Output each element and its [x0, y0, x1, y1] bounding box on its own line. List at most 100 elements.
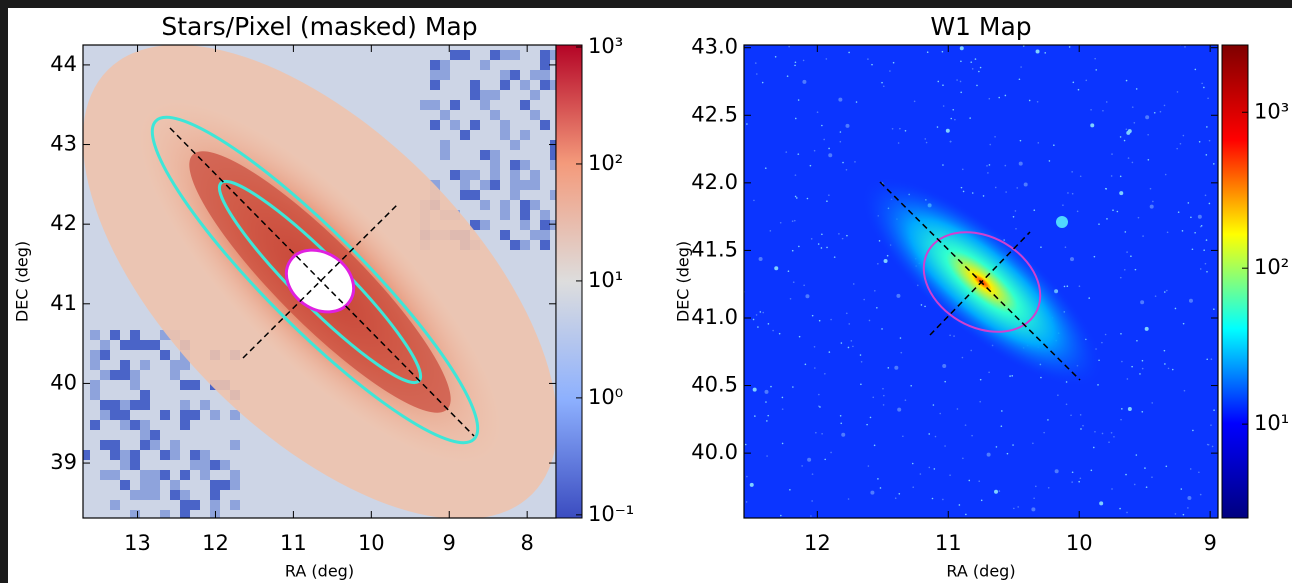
star: [961, 168, 964, 171]
star: [1188, 298, 1193, 303]
star: [1094, 57, 1096, 60]
pixel: [470, 80, 480, 90]
star: [988, 164, 991, 166]
star: [809, 164, 812, 167]
star: [1189, 468, 1192, 470]
star: [840, 422, 843, 425]
star: [1187, 202, 1190, 204]
star: [1208, 139, 1211, 142]
star: [931, 497, 934, 500]
star: [968, 479, 971, 482]
pixel: [100, 350, 110, 360]
star: [1098, 223, 1100, 225]
pixel: [520, 130, 530, 140]
star: [1054, 469, 1059, 474]
star: [781, 408, 784, 410]
x-axis-label: RA (deg): [285, 562, 354, 581]
pixel: [230, 500, 240, 510]
star: [1163, 291, 1166, 293]
star: [789, 297, 792, 300]
pixel: [540, 120, 550, 130]
pixel: [470, 120, 480, 130]
star: [1012, 215, 1015, 218]
pixel: [500, 70, 510, 80]
star: [1166, 231, 1169, 234]
star: [1031, 507, 1036, 512]
pixel: [170, 370, 180, 380]
pixel: [420, 100, 430, 110]
star: [838, 233, 840, 235]
star: [1066, 285, 1069, 288]
pixel: [90, 390, 100, 400]
star: [826, 246, 828, 249]
star: [892, 61, 895, 64]
star: [959, 80, 962, 83]
star: [1040, 246, 1042, 248]
star: [779, 221, 782, 224]
star: [1071, 481, 1073, 483]
star: [749, 482, 754, 487]
y-tick-label: 40: [50, 370, 77, 394]
star: [821, 432, 823, 435]
star: [881, 328, 883, 330]
pixel: [130, 450, 140, 460]
star: [979, 400, 981, 403]
star: [867, 465, 870, 467]
star: [979, 66, 982, 69]
star: [1090, 469, 1093, 472]
star: [942, 164, 944, 166]
pixel: [180, 360, 190, 370]
star: [998, 490, 1001, 492]
star: [1001, 410, 1003, 412]
pixel: [520, 160, 530, 170]
pixel: [110, 500, 120, 510]
star: [833, 256, 836, 258]
star: [956, 408, 959, 410]
y-tick-label: 42.0: [691, 170, 738, 194]
star: [879, 487, 882, 489]
star: [978, 480, 981, 483]
chart-title: Stars/Pixel (masked) Map: [161, 12, 477, 41]
star: [1119, 175, 1122, 178]
star: [1013, 507, 1015, 510]
pixel: [530, 70, 540, 80]
y-axis-label: DEC (deg): [13, 241, 32, 322]
star: [788, 45, 790, 48]
pixel: [430, 100, 440, 110]
star: [1133, 121, 1136, 124]
star: [1182, 322, 1185, 325]
pixel: [140, 480, 150, 490]
star: [976, 84, 978, 87]
pixel: [130, 370, 140, 380]
star: [794, 61, 797, 64]
star: [1123, 139, 1126, 142]
star: [1078, 285, 1081, 288]
star: [1163, 349, 1166, 352]
star: [1093, 255, 1096, 258]
star: [928, 466, 931, 469]
pixel: [510, 190, 520, 200]
pixel: [540, 220, 550, 230]
star: [1141, 359, 1144, 362]
star: [942, 363, 947, 368]
star: [1000, 425, 1003, 428]
pixel: [130, 460, 140, 470]
pixel: [210, 490, 220, 500]
pixel: [480, 220, 490, 230]
star: [1028, 99, 1031, 102]
star: [1137, 216, 1140, 219]
star: [1004, 164, 1007, 167]
pixel: [180, 510, 190, 518]
star: [1174, 513, 1177, 515]
star: [1053, 144, 1055, 147]
star: [752, 387, 757, 392]
star: [1065, 403, 1068, 406]
star: [932, 404, 935, 406]
star: [818, 319, 821, 322]
star: [762, 311, 765, 314]
pixel: [200, 460, 210, 470]
pixel: [90, 360, 100, 370]
pixel: [100, 370, 110, 380]
star: [841, 237, 844, 240]
star: [941, 50, 944, 53]
